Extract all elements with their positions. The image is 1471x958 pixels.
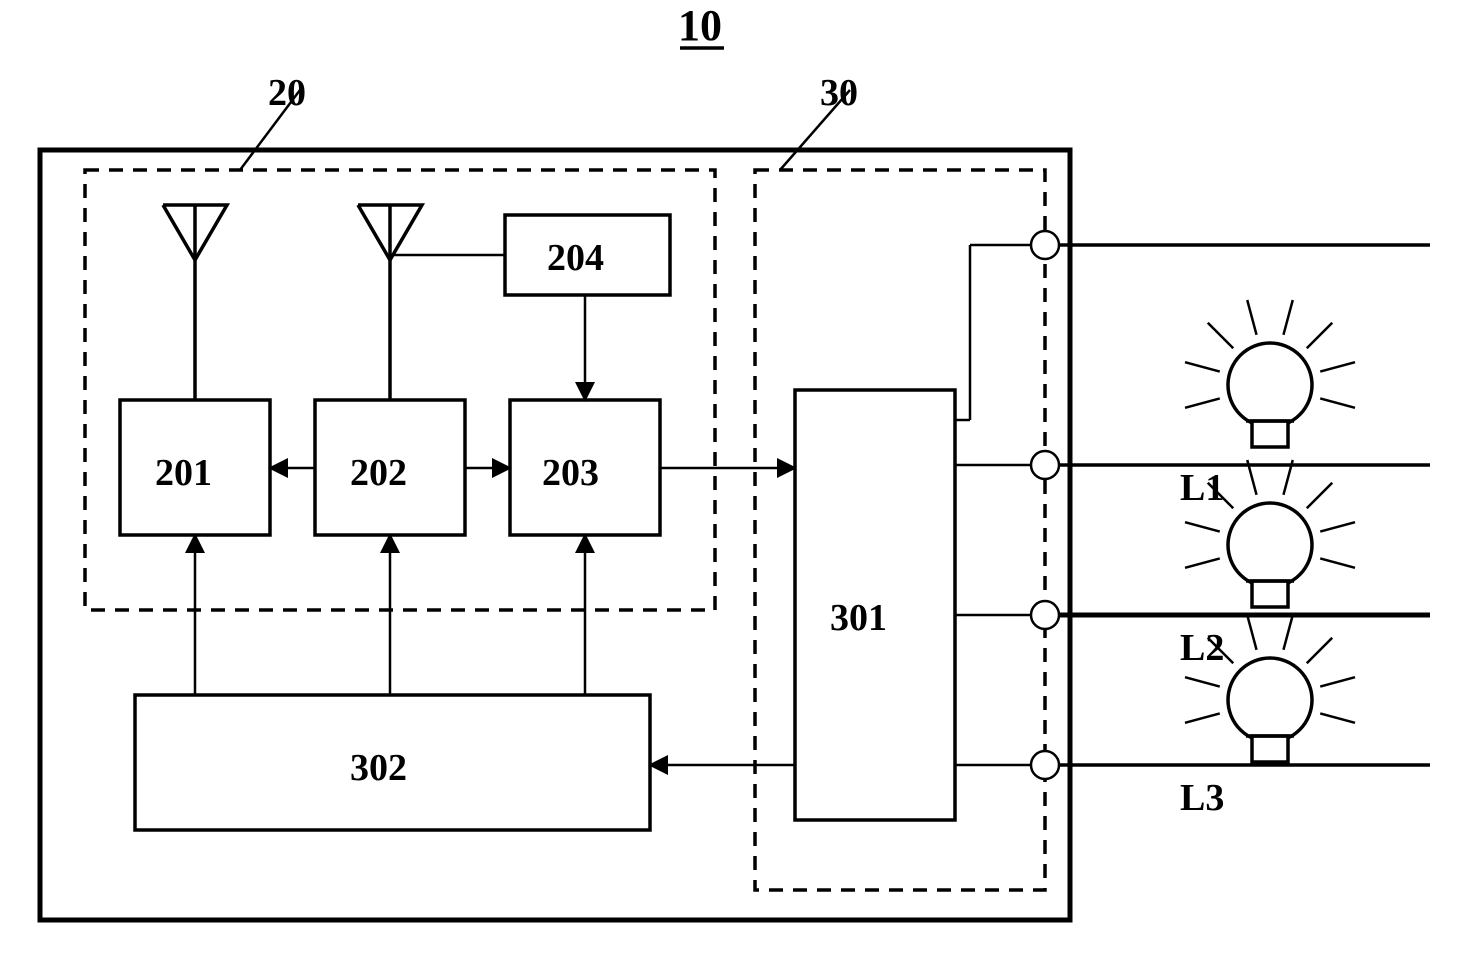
- title-10: 10: [678, 1, 722, 50]
- label-20: 20: [268, 72, 306, 114]
- lamp-3-bulb: [1228, 658, 1312, 742]
- diagram-svg: 102030201202203204301302L1L2L3: [0, 0, 1471, 958]
- node-3: [1031, 601, 1059, 629]
- node-2: [1031, 451, 1059, 479]
- svg-text:201: 201: [155, 452, 212, 494]
- lamp-2-bulb: [1228, 503, 1312, 587]
- label-30: 30: [820, 72, 858, 114]
- svg-text:301: 301: [830, 597, 887, 639]
- svg-text:203: 203: [542, 452, 599, 494]
- svg-text:302: 302: [350, 747, 407, 789]
- lamp-1-label: L1: [1180, 467, 1224, 509]
- lamp-3-label: L3: [1180, 777, 1224, 819]
- svg-text:204: 204: [547, 237, 604, 279]
- node-1: [1031, 231, 1059, 259]
- node-4: [1031, 751, 1059, 779]
- svg-text:202: 202: [350, 452, 407, 494]
- lamp-1-bulb: [1228, 343, 1312, 427]
